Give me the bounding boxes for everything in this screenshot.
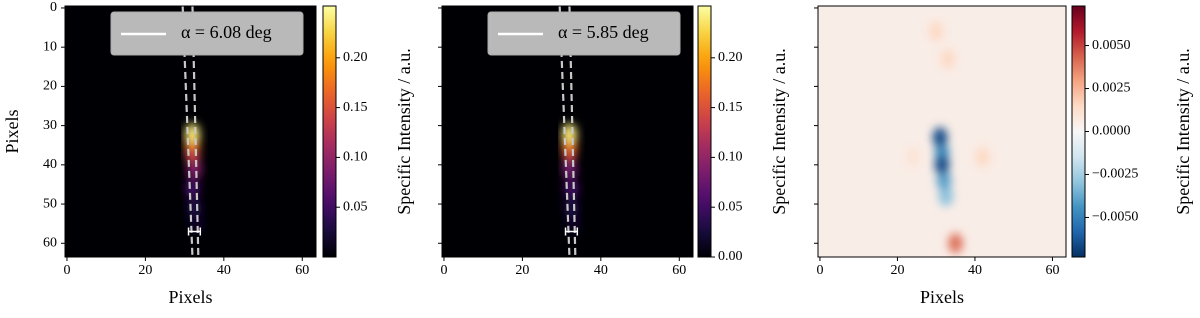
legend-label: α = 5.85 deg bbox=[558, 22, 649, 42]
x-tick-label: 40 bbox=[968, 263, 982, 278]
intensity-blob bbox=[934, 154, 950, 175]
intensity-blob bbox=[928, 21, 944, 42]
legend-label: α = 6.08 deg bbox=[181, 22, 272, 42]
x-tick-label: 20 bbox=[890, 263, 904, 278]
colorbar-label: Specific Intensity / a.u. bbox=[394, 48, 414, 214]
x-tick-label: 40 bbox=[217, 263, 231, 278]
colorbar-tick-label: 0.05 bbox=[343, 199, 368, 214]
y-tick-label: 50 bbox=[43, 196, 57, 211]
colorbar bbox=[322, 5, 337, 258]
fit-line bbox=[568, 6, 577, 257]
x-tick-label: 0 bbox=[816, 263, 823, 278]
colorbar-tick-label: 0.0025 bbox=[1092, 81, 1131, 96]
axes-frame bbox=[441, 5, 694, 258]
axes-frame bbox=[64, 5, 317, 258]
colorbar-tick-label: 0.15 bbox=[718, 100, 743, 115]
x-axis-label: Pixels bbox=[168, 287, 212, 307]
x-tick-label: 40 bbox=[594, 263, 608, 278]
y-tick-label: 60 bbox=[43, 235, 57, 250]
x-tick-label: 0 bbox=[440, 263, 447, 278]
intensity-blob bbox=[938, 186, 954, 207]
x-tick-label: 60 bbox=[295, 263, 309, 278]
y-tick-label: 0 bbox=[50, 0, 57, 15]
colorbar-tick-label: 0.20 bbox=[343, 50, 368, 65]
colorbar-label: Specific Intensity / a.u. bbox=[769, 48, 789, 214]
x-tick-label: 60 bbox=[672, 263, 686, 278]
colorbar-tick-label: 0.10 bbox=[343, 150, 368, 165]
y-tick-label: 10 bbox=[43, 39, 57, 54]
colorbar-tick-label: 0.05 bbox=[718, 199, 743, 214]
colorbar-tick-label: 0.10 bbox=[718, 150, 743, 165]
fit-line bbox=[191, 6, 200, 257]
colorbar-tick-label: −0.0050 bbox=[1092, 210, 1138, 225]
intensity-blob bbox=[936, 170, 952, 191]
x-axis-label: Pixels bbox=[920, 287, 964, 307]
image bbox=[818, 6, 1066, 257]
colorbar bbox=[1071, 5, 1086, 258]
colorbar-tick-label: 0.00 bbox=[718, 249, 743, 264]
fit-line bbox=[181, 6, 194, 257]
intensity-blob bbox=[932, 127, 948, 148]
colorbar-tick-label: 0.15 bbox=[343, 100, 368, 115]
legend-box bbox=[487, 11, 681, 56]
intensity-blob bbox=[186, 197, 202, 219]
colorbar-tick-label: −0.0025 bbox=[1092, 167, 1138, 182]
x-tick-label: 60 bbox=[1045, 263, 1059, 278]
y-axis-label: Pixels bbox=[2, 109, 22, 153]
intensity-blob bbox=[948, 233, 963, 254]
intensity-blob bbox=[563, 197, 579, 219]
x-tick-label: 0 bbox=[63, 263, 70, 278]
blobs bbox=[905, 21, 991, 254]
colorbar-tick-label: 0.0050 bbox=[1092, 38, 1131, 53]
intensity-blob bbox=[186, 158, 202, 179]
axes-frame bbox=[817, 5, 1067, 258]
y-tick-label: 40 bbox=[43, 157, 57, 172]
intensity-blob bbox=[940, 48, 956, 70]
y-tick-label: 30 bbox=[43, 118, 57, 133]
y-tick-label: 20 bbox=[43, 79, 57, 94]
fit-line bbox=[558, 6, 571, 257]
legend-box bbox=[110, 11, 304, 56]
x-tick-label: 20 bbox=[138, 263, 152, 278]
intensity-blob bbox=[975, 146, 991, 168]
colorbar-tick-label: 0.0000 bbox=[1092, 124, 1131, 139]
intensity-blob bbox=[905, 146, 921, 168]
x-tick-label: 20 bbox=[515, 263, 529, 278]
colorbar-tick-label: 0.20 bbox=[718, 50, 743, 65]
colorbar bbox=[697, 5, 712, 258]
colorbar-label: Specific Intensity / a.u. bbox=[1173, 48, 1193, 214]
intensity-blob bbox=[562, 158, 577, 179]
